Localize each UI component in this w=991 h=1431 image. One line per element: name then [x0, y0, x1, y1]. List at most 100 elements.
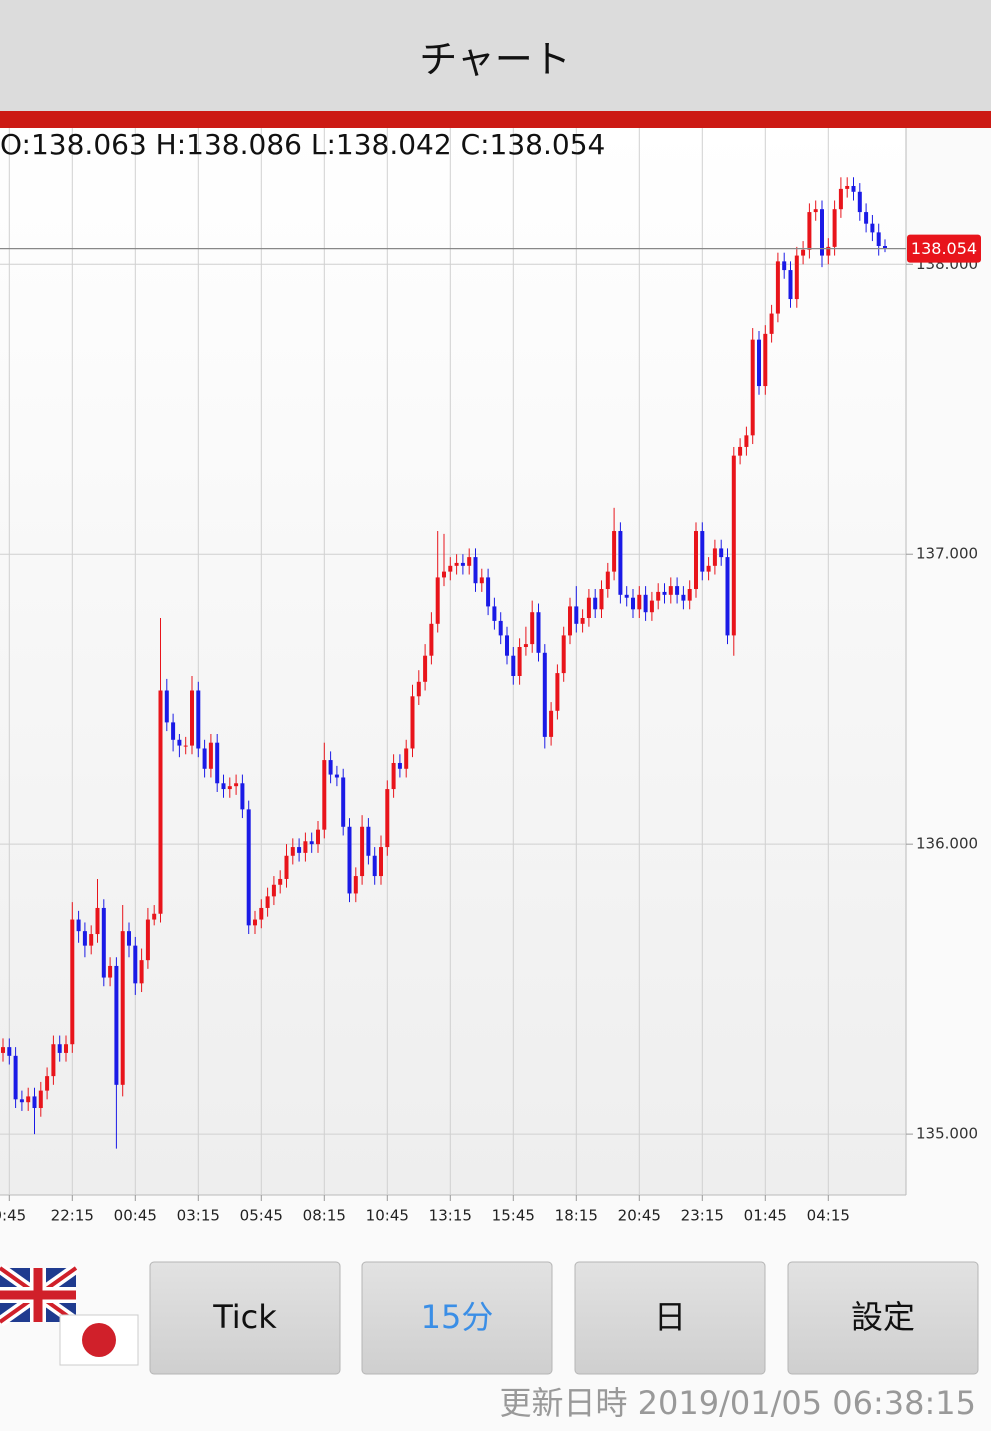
button-bar: Tick 15分 日 設定 [149, 1261, 979, 1375]
button[interactable] [574, 1261, 766, 1375]
button-label[interactable]: 日 [654, 1298, 686, 1336]
button-label[interactable]: 15分 [421, 1298, 494, 1336]
candle-body [341, 777, 346, 827]
candle-body [64, 1044, 68, 1053]
candle-body [70, 919, 75, 1045]
candle-body [694, 531, 698, 590]
candle-body [568, 606, 572, 636]
candle-body [612, 531, 617, 572]
x-tick-label: 08:15 [303, 1207, 346, 1225]
button-label[interactable]: 設定 [851, 1298, 915, 1336]
candle-body [656, 591, 661, 601]
candle-body [883, 246, 887, 249]
candle-body [851, 185, 856, 192]
candle-body [542, 652, 547, 737]
candle-body [605, 571, 610, 590]
candle-body [385, 789, 390, 848]
candle-body [838, 188, 843, 210]
candle-body [467, 557, 472, 566]
candle-body [624, 594, 629, 598]
button[interactable] [361, 1261, 553, 1375]
candle-body [561, 635, 566, 674]
candle-body [227, 786, 232, 790]
candle-body [857, 191, 862, 213]
plot-area [0, 128, 906, 1195]
candle-body [505, 635, 509, 656]
x-tick-label: 23:15 [681, 1207, 724, 1225]
candle-body [731, 455, 736, 636]
candle-body [253, 919, 257, 926]
candle-body [637, 594, 642, 610]
candle-body [120, 931, 125, 1085]
x-tick-label: 20:45 [618, 1207, 661, 1225]
candle-body [158, 690, 163, 914]
candle-body [290, 847, 295, 856]
x-tick-label: 01:45 [744, 1207, 787, 1225]
candle-body [221, 783, 226, 790]
candle-body [769, 313, 774, 334]
candle-body [820, 209, 824, 256]
x-tick-label: 13:15 [429, 1207, 472, 1225]
candle-body [586, 597, 591, 619]
x-tick-label: 9:45 [0, 1207, 26, 1225]
candle-body [76, 919, 81, 932]
candle-body [763, 333, 768, 387]
candle-body [454, 562, 459, 566]
candle-body [127, 931, 131, 946]
candle-body [479, 577, 484, 584]
candle-body [460, 562, 465, 566]
candle-body [517, 647, 522, 676]
x-tick-label: 00:45 [114, 1207, 157, 1225]
candle-body [423, 655, 428, 682]
candle-body [372, 855, 377, 877]
candle-body [101, 907, 106, 978]
candle-body [473, 557, 478, 584]
candle-body [775, 261, 780, 314]
candle-body [593, 597, 598, 610]
button[interactable] [149, 1261, 341, 1375]
candle-body [379, 847, 383, 877]
candle-body [89, 934, 94, 946]
candle-body [57, 1044, 62, 1053]
candle-body [202, 748, 207, 769]
candle-body [416, 681, 421, 697]
candle-body [662, 591, 667, 595]
candle-body [347, 826, 352, 894]
candle-body [864, 212, 869, 224]
candle-body [404, 748, 409, 769]
candle-body [164, 690, 169, 723]
candle-body [744, 435, 749, 447]
flag-jp [59, 1314, 139, 1366]
x-tick-label: 05:45 [240, 1207, 283, 1225]
button-label[interactable]: Tick [212, 1298, 277, 1336]
candle-body [826, 246, 831, 256]
candle-body [297, 847, 302, 853]
y-tick-label: 135.000 [916, 1125, 978, 1143]
candle-body [738, 446, 743, 456]
candle-body [208, 742, 213, 769]
candle-body [757, 339, 761, 387]
candle-body [240, 783, 245, 810]
candle-body [246, 809, 251, 926]
candle-body [114, 965, 119, 1085]
candle-body [45, 1076, 50, 1091]
candle-body [807, 212, 812, 250]
header-bar [0, 0, 991, 111]
candle-body [681, 594, 686, 601]
candle-body [108, 965, 113, 978]
candle-body [700, 531, 705, 572]
candle-body [7, 1047, 12, 1056]
candle-body [133, 945, 138, 984]
button[interactable] [787, 1261, 979, 1375]
candle-body [271, 884, 276, 897]
candle-body [152, 913, 157, 920]
candle-body [265, 896, 270, 908]
candle-body [580, 618, 585, 624]
candle-body [95, 907, 100, 935]
candle-body [177, 739, 182, 746]
last-price-label: 138.054 [911, 239, 977, 258]
candle-body [442, 571, 446, 578]
accent-stripe [0, 111, 991, 128]
candle-body [492, 606, 497, 621]
